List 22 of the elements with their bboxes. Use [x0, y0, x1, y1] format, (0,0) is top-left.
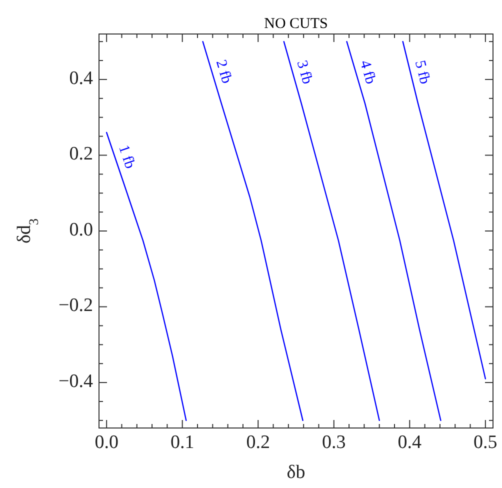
text: 2 fb — [212, 58, 235, 86]
text: 4 fb — [356, 58, 378, 86]
y-tick-label: 0.0 — [69, 219, 93, 240]
chart-title: NO CUTS — [264, 16, 328, 32]
text: 5 fb — [411, 58, 433, 86]
y-tick-label: 0.2 — [69, 144, 93, 165]
line-series — [346, 40, 442, 422]
x-tick-label: 0.1 — [170, 432, 194, 453]
line-series — [283, 40, 380, 422]
y-tick-label: 0.4 — [69, 68, 94, 89]
y-tick-label: −0.2 — [58, 295, 93, 316]
x-tick-label: 0.5 — [474, 432, 498, 453]
y-tick-label: −0.4 — [58, 370, 94, 392]
x-tick-label: 0.2 — [246, 432, 270, 453]
line-series — [106, 132, 187, 422]
x-tick-label: 0.0 — [94, 432, 118, 453]
x-axis-title: δb — [286, 462, 306, 483]
x-tick-label: 0.4 — [398, 432, 422, 453]
text: 3 fb — [293, 58, 316, 86]
line-series — [402, 40, 486, 380]
x-tick-label: 0.3 — [322, 432, 346, 453]
text: 1 fb — [115, 143, 138, 171]
